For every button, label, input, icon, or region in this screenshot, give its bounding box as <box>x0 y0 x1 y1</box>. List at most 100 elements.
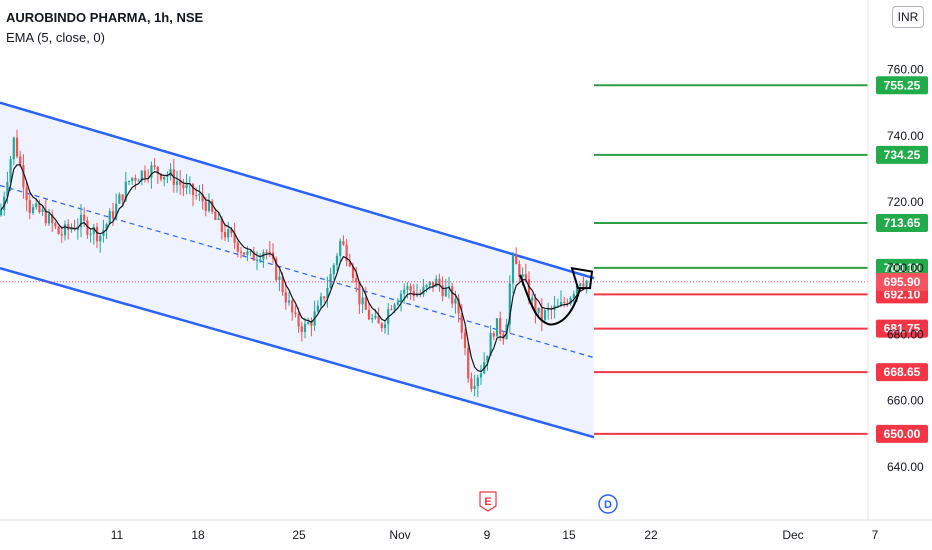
candle-body <box>495 318 499 337</box>
candle-body <box>0 209 3 216</box>
candle-body <box>227 228 230 238</box>
y-tick-label: 700.00 <box>887 261 924 275</box>
level-tag-650.00 <box>876 424 928 443</box>
candle-layer <box>0 129 588 398</box>
earnings-marker[interactable] <box>479 491 497 512</box>
y-tick-label: 640.00 <box>887 460 924 474</box>
channel-lower-line[interactable] <box>0 267 595 439</box>
candle-body <box>236 242 239 252</box>
candle-body <box>6 181 9 197</box>
candle-body <box>310 321 313 326</box>
candle-body <box>57 226 60 235</box>
candle-body <box>185 184 188 189</box>
candle-body <box>268 252 271 254</box>
candle-body <box>105 223 108 230</box>
candle-body <box>95 227 99 242</box>
candle-body <box>3 196 6 210</box>
candle-body <box>89 233 92 235</box>
candle-body <box>342 240 345 245</box>
candle-body <box>131 177 134 181</box>
candle-body <box>348 260 351 267</box>
candle-body <box>198 194 201 196</box>
chart-title: AUROBINDO PHARMA, 1h, NSE <box>6 10 204 25</box>
candle-body <box>451 286 454 304</box>
candle-body <box>355 278 358 283</box>
candle-body <box>518 264 521 277</box>
candle-body <box>492 333 495 337</box>
candle-body <box>524 274 527 280</box>
candle-body <box>92 227 95 234</box>
candle-body <box>444 287 447 297</box>
candle-body <box>540 307 543 320</box>
cup-drawing[interactable] <box>519 274 581 326</box>
candle-body <box>566 302 569 305</box>
handle-drawing[interactable] <box>570 266 594 290</box>
candle-body <box>329 274 332 288</box>
candle-body <box>531 297 534 301</box>
candle-body <box>38 203 41 213</box>
dividend-marker[interactable] <box>598 494 618 514</box>
candle-body <box>374 315 377 318</box>
candle-body <box>140 170 143 181</box>
y-tick-label: 660.00 <box>887 394 924 408</box>
candle-body <box>214 211 217 220</box>
candle-body <box>60 234 63 236</box>
currency-label[interactable]: INR <box>892 6 924 28</box>
candle-body <box>473 386 476 390</box>
level-tag-668.65 <box>876 363 928 382</box>
candle-body <box>463 332 467 348</box>
candle-body <box>44 209 47 224</box>
level-label-692.10: 692.10 <box>884 287 921 301</box>
x-tick-label: 15 <box>562 528 576 542</box>
candle-body <box>118 194 121 204</box>
candle-body <box>79 214 83 228</box>
candle-body <box>287 300 291 303</box>
ema-layer <box>0 164 588 373</box>
candle-body <box>163 176 166 180</box>
candle-body <box>361 297 364 305</box>
candle-body <box>179 181 182 185</box>
ema-legend[interactable]: EMA (5, close, 0) <box>6 30 105 45</box>
current-price-tag <box>876 272 928 291</box>
candle-body <box>579 283 582 286</box>
candle-body <box>67 224 70 230</box>
candle-body <box>550 309 553 311</box>
candle-body <box>569 298 572 305</box>
x-tick-label: 22 <box>644 528 658 542</box>
channel-upper-line[interactable] <box>0 101 595 280</box>
candle-body <box>108 211 111 224</box>
candle-body <box>307 321 310 324</box>
candle-body <box>239 251 243 253</box>
x-tick-label: Dec <box>782 528 803 542</box>
candle-body <box>396 301 399 305</box>
level-label-668.65: 668.65 <box>884 365 921 379</box>
candle-body <box>201 194 204 202</box>
candle-body <box>390 309 393 311</box>
candle-body <box>499 318 502 335</box>
candle-body <box>543 310 547 320</box>
level-label-713.65: 713.65 <box>884 216 921 230</box>
candle-body <box>294 312 297 314</box>
candle-body <box>22 165 25 188</box>
y-tick-label: 680.00 <box>887 327 924 341</box>
channel-fill <box>0 102 594 438</box>
candle-body <box>339 240 342 256</box>
earnings-label: E <box>484 496 491 508</box>
channel-mid-line[interactable] <box>0 184 595 359</box>
candle-body <box>435 278 438 287</box>
y-tick-label: 740.00 <box>887 129 924 143</box>
candle-body <box>377 315 380 324</box>
candle-body <box>326 287 329 299</box>
x-tick-label: Nov <box>389 528 410 542</box>
candle-body <box>547 309 550 311</box>
candle-body <box>358 282 361 305</box>
level-label-650.00: 650.00 <box>884 427 921 441</box>
candle-body <box>63 224 67 236</box>
candle-body <box>438 278 441 286</box>
candle-body <box>441 285 444 297</box>
candle-body <box>527 279 531 301</box>
candle-body <box>252 251 255 261</box>
candle-body <box>303 323 307 332</box>
candle-body <box>319 296 323 306</box>
